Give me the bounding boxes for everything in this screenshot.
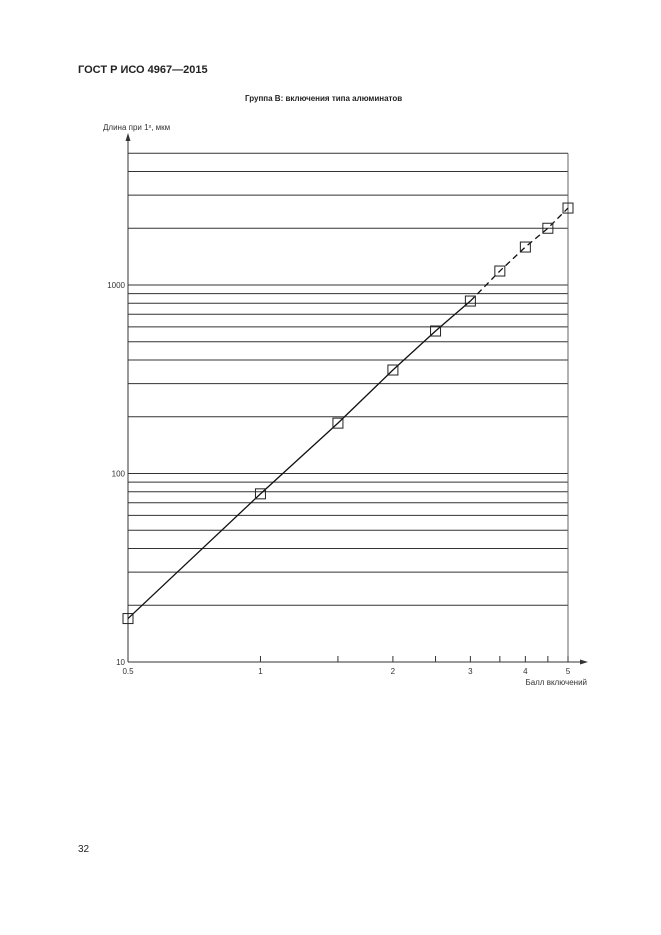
data-point [464, 295, 476, 307]
x-axis-label: Балл включений [525, 678, 587, 687]
data-point [387, 364, 399, 376]
y-tick-label: 100 [112, 470, 126, 479]
data-point [332, 417, 344, 429]
data-point [562, 202, 574, 214]
x-tick-label: 4 [523, 667, 528, 676]
y-axis-label: Длина при 1ˣ, мкм [103, 123, 170, 132]
data-point [519, 241, 531, 253]
data-point [254, 488, 266, 500]
x-tick-label: 5 [566, 667, 571, 676]
x-tick-label: 0.5 [122, 667, 134, 676]
data-point [542, 222, 554, 234]
x-axis-arrow [580, 659, 588, 665]
y-axis-arrow [125, 133, 131, 141]
data-point [430, 325, 442, 337]
data-point [494, 265, 506, 277]
chart-title: Группа В: включения типа алюминатов [245, 94, 403, 103]
y-tick-label: 10 [116, 658, 125, 667]
series-line-solid [127, 300, 471, 620]
x-tick-label: 2 [391, 667, 396, 676]
y-tick-label: 1000 [107, 281, 125, 290]
series-line-dashed [469, 207, 569, 302]
page-number: 32 [78, 844, 90, 855]
x-tick-label: 3 [468, 667, 473, 676]
data-point [122, 613, 134, 625]
x-tick-label: 1 [258, 667, 263, 676]
document-header: ГОСТ Р ИСО 4967—2015 [78, 64, 208, 76]
